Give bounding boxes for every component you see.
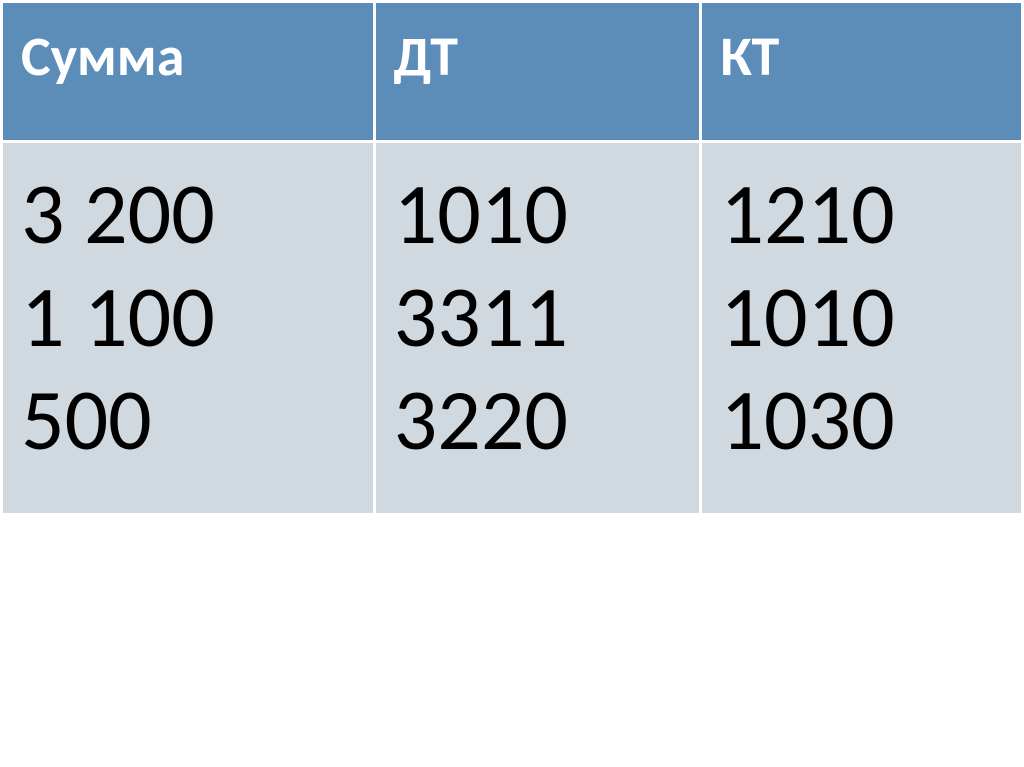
column-header-sum: Сумма	[2, 2, 375, 142]
cell-debit: 1010 3311 3220	[374, 142, 701, 515]
cell-value: 3311	[394, 266, 682, 369]
cell-credit: 1210 1010 1030	[701, 142, 1023, 515]
cell-value: 500	[21, 369, 355, 472]
cell-value: 1030	[720, 369, 1003, 472]
accounting-table-container: Сумма ДТ КТ 3 200 1 100 500 1010 3311 32…	[0, 0, 1024, 516]
column-header-debit: ДТ	[374, 2, 701, 142]
table-header-row: Сумма ДТ КТ	[2, 2, 1023, 142]
table-row: 3 200 1 100 500 1010 3311 3220 1210 1010…	[2, 142, 1023, 515]
cell-value: 3 200	[21, 163, 355, 266]
cell-value: 1010	[394, 163, 682, 266]
accounting-table: Сумма ДТ КТ 3 200 1 100 500 1010 3311 32…	[0, 0, 1024, 516]
cell-sum: 3 200 1 100 500	[2, 142, 375, 515]
cell-value: 1210	[720, 163, 1003, 266]
cell-value: 1 100	[21, 266, 355, 369]
cell-value: 1010	[720, 266, 1003, 369]
column-header-credit: КТ	[701, 2, 1023, 142]
cell-value: 3220	[394, 369, 682, 472]
